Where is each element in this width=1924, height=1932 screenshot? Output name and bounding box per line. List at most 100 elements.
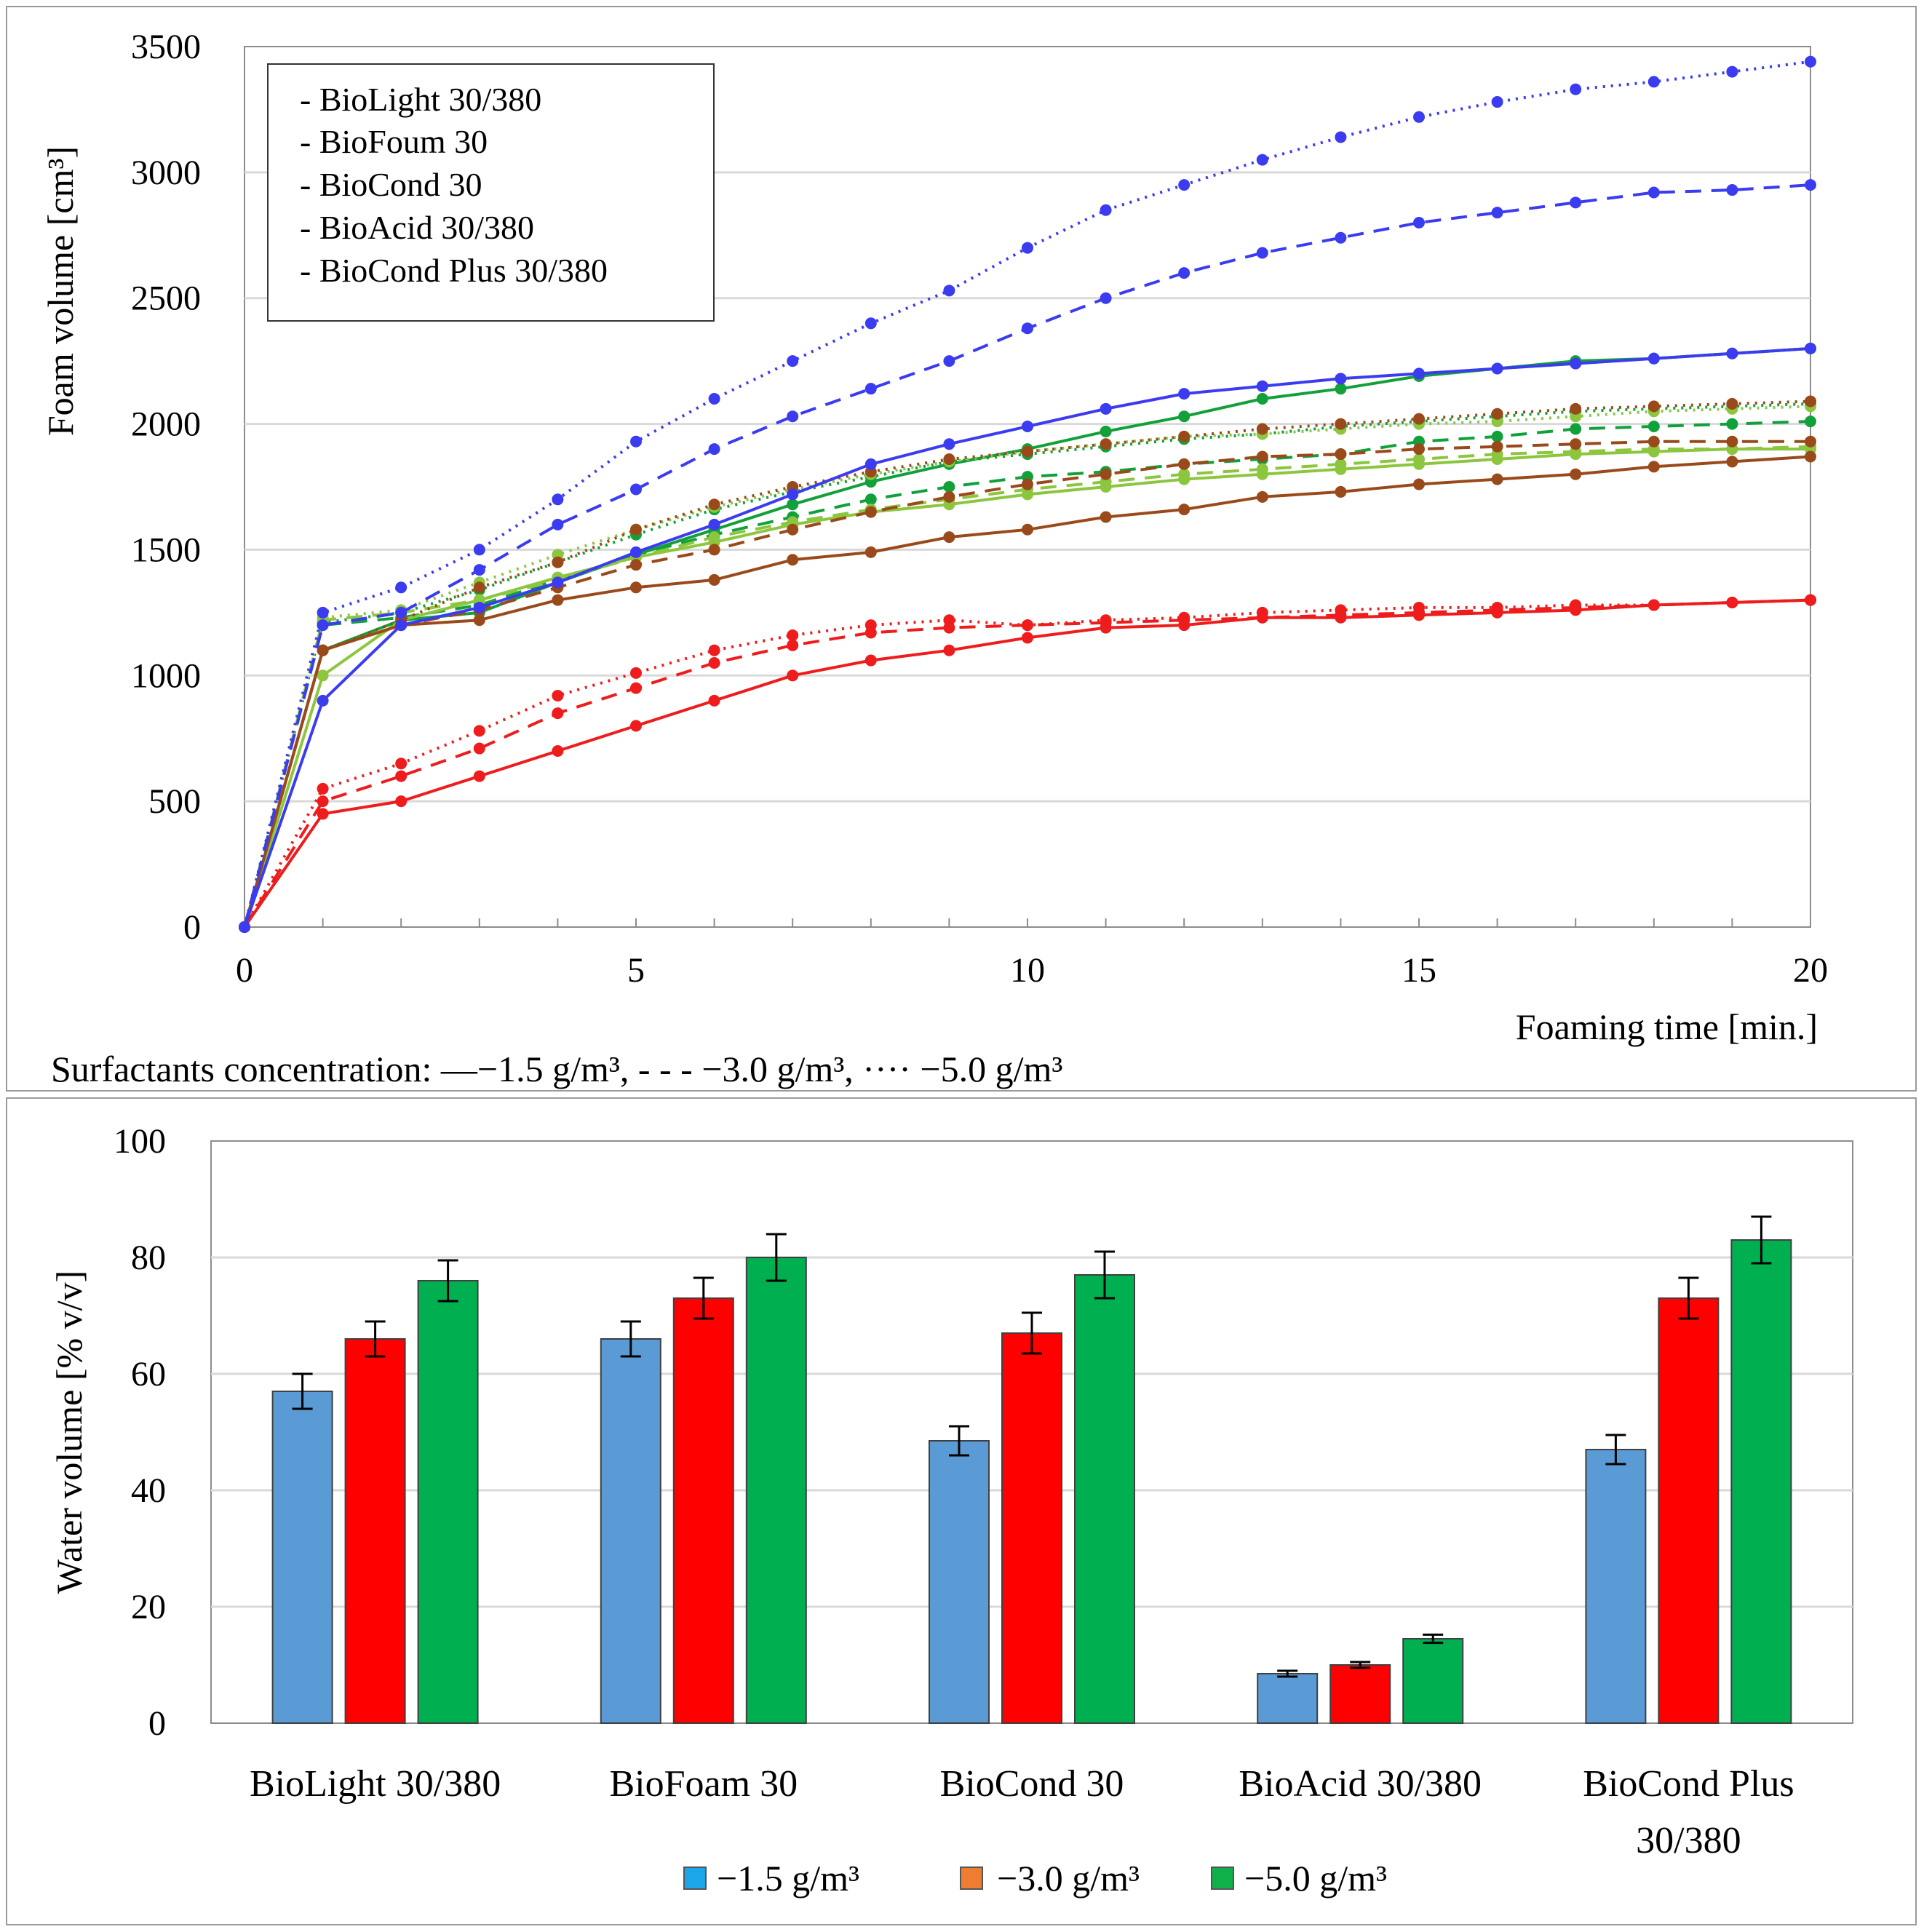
data-point (1413, 478, 1425, 490)
data-point (1178, 458, 1190, 470)
data-point (395, 606, 408, 619)
bar (344, 1338, 406, 1724)
legend-label-5-0: −5.0 g/m³ (1244, 1858, 1387, 1899)
data-point (1805, 179, 1816, 191)
x-tick-label: 10 (1010, 951, 1045, 990)
data-point (1022, 322, 1033, 335)
data-point (317, 782, 329, 795)
data-point (708, 498, 720, 511)
data-point (395, 581, 408, 594)
data-point (864, 506, 877, 518)
data-point (943, 644, 955, 656)
legend-entry-biofoum: - BioFoum 30 (300, 123, 488, 160)
data-point (1570, 83, 1582, 95)
bar (1402, 1638, 1464, 1724)
data-point (1178, 430, 1190, 442)
y-tick-label: 3500 (131, 28, 201, 66)
data-point (1805, 342, 1816, 354)
data-point (864, 493, 877, 506)
data-point (943, 531, 955, 544)
data-point (1491, 473, 1503, 485)
legend-box (267, 63, 715, 322)
data-point (630, 523, 642, 536)
data-point (1022, 619, 1033, 632)
data-point (1647, 599, 1660, 611)
legend-entry-biocond-plus: - BioCond Plus 30/380 (300, 252, 608, 289)
data-point (1178, 267, 1190, 279)
data-point (1335, 448, 1347, 461)
data-point (473, 770, 485, 782)
line-legend: - BioLight 30/380 - BioFoum 30 - BioCond… (267, 63, 715, 322)
data-point (1726, 65, 1738, 78)
data-point (1805, 55, 1816, 68)
data-point (1726, 397, 1738, 410)
bar (1074, 1274, 1135, 1724)
data-point (1570, 196, 1582, 209)
data-point (473, 581, 485, 594)
data-point (1335, 131, 1347, 143)
data-point (1022, 632, 1033, 644)
data-point (787, 554, 799, 566)
data-point (1178, 388, 1190, 400)
data-point (317, 669, 329, 682)
category-label: BioCond 30 (940, 1763, 1124, 1805)
data-point (1491, 601, 1503, 613)
data-point (473, 544, 485, 556)
bar (1329, 1664, 1391, 1724)
data-point (1178, 611, 1190, 624)
data-point (1256, 423, 1268, 435)
data-point (552, 493, 564, 506)
data-point (1805, 416, 1816, 428)
data-point (1100, 292, 1112, 304)
data-point (1491, 408, 1503, 420)
series-line-7 (243, 440, 1810, 928)
data-point (943, 481, 955, 493)
data-point (1647, 186, 1660, 199)
data-point (317, 619, 329, 632)
data-point (1335, 373, 1347, 385)
data-point (1805, 450, 1816, 463)
data-point (708, 443, 720, 456)
data-point (1100, 438, 1112, 450)
data-point (1726, 184, 1738, 196)
bar (271, 1391, 333, 1724)
legend-entry-biocond: - BioCond 30 (300, 166, 482, 203)
data-point (1022, 445, 1033, 458)
data-point (787, 410, 799, 423)
data-point (552, 518, 564, 530)
x-tick-label: 5 (627, 951, 645, 990)
data-point (1256, 393, 1268, 405)
foam-volume-line-chart: 0 500 1000 1500 2000 2500 3000 3500 0 5 10 15 20 Foa… (40, 28, 1828, 1089)
legend-label-1-5: −1.5 g/m³ (717, 1858, 859, 1899)
data-point (1100, 511, 1112, 523)
data-point (1647, 435, 1660, 448)
category-label: BioCond Plus (1583, 1763, 1794, 1805)
data-point (552, 745, 564, 757)
data-point (864, 458, 877, 470)
data-point (864, 317, 877, 330)
data-point (395, 619, 408, 632)
data-point (630, 546, 642, 558)
data-point (1256, 463, 1268, 475)
data-point (630, 581, 642, 594)
data-point (943, 285, 955, 297)
water-volume-bar-chart: 0 20 40 60 80 100 BioLight 30/380 BioFoam 30 Bio… (49, 1122, 1853, 1899)
data-point (1413, 367, 1425, 380)
data-point (630, 682, 642, 694)
data-point (787, 523, 799, 536)
bar (929, 1440, 990, 1724)
data-point (317, 694, 329, 707)
y-tick-label: 3000 (131, 154, 201, 192)
data-point (317, 644, 329, 656)
data-point (787, 629, 799, 641)
data-point (1256, 247, 1268, 259)
data-point (1570, 357, 1582, 370)
data-point (630, 720, 642, 732)
data-point (1413, 443, 1425, 456)
data-point (1413, 453, 1425, 465)
legend-entry-bioacid: - BioAcid 30/380 (300, 209, 534, 246)
data-point (708, 531, 720, 544)
bar-y-tick-label: 80 (131, 1239, 166, 1277)
bar (1585, 1449, 1647, 1724)
data-point (787, 355, 799, 367)
